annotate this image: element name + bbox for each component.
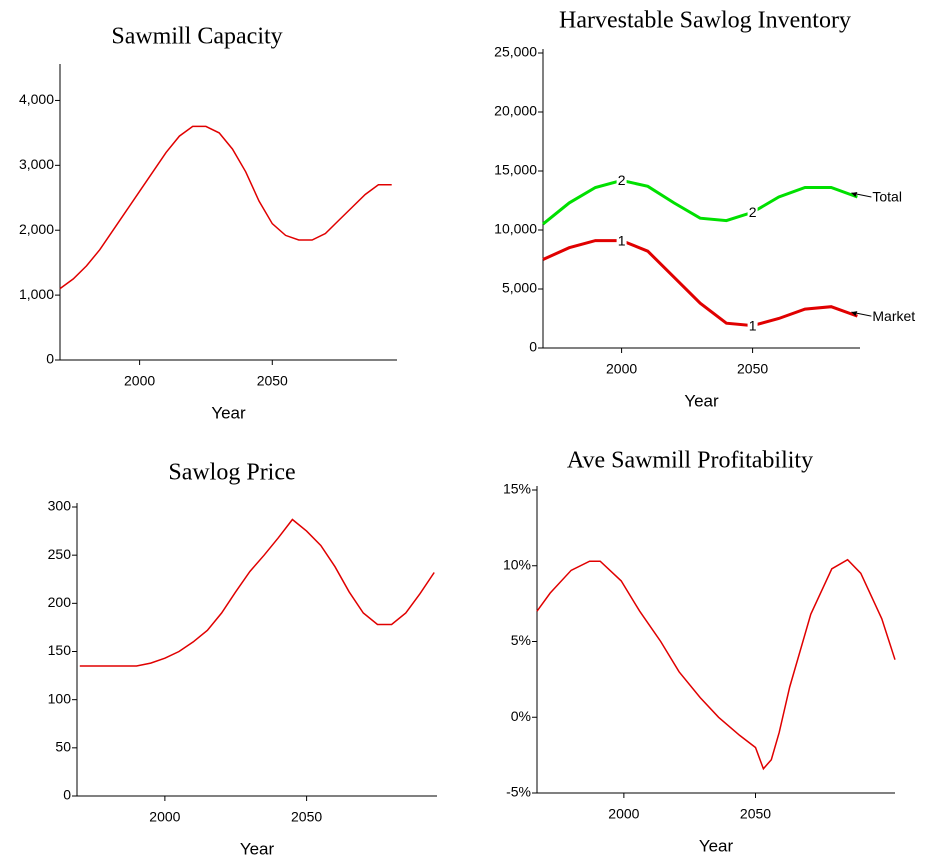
marker-bg [747, 204, 758, 221]
series-line [59, 125, 392, 290]
y-tick-label: 3,000 [19, 156, 54, 172]
y-tick-label: 5% [511, 632, 531, 648]
y-tick-label: 25,000 [494, 44, 537, 60]
x-axis-label: Year [684, 391, 719, 410]
y-tick-label: 0% [511, 708, 531, 724]
y-tick-label: 0 [46, 351, 54, 367]
y-tick-label: 0 [529, 339, 537, 355]
y-tick-label: 300 [48, 498, 72, 514]
arrow-head [851, 311, 858, 317]
x-tick-label: 2000 [149, 809, 180, 825]
arrow-head [851, 191, 858, 197]
y-tick-label: 15,000 [494, 162, 537, 178]
x-axis-label: Year [699, 836, 734, 855]
y-tick-label: 4,000 [19, 91, 54, 107]
series-name: Market [872, 308, 915, 324]
y-tick-label: 10% [503, 556, 531, 572]
chart-panel: Ave Sawmill Profitability -5% 0% 5% 10% 15% 20… [503, 448, 896, 855]
y-tick-label: 150 [48, 642, 72, 658]
y-tick-label: -5% [506, 784, 531, 800]
y-tick-label: 0 [63, 787, 71, 803]
x-tick-label: 2000 [606, 361, 637, 377]
y-tick-label: 20,000 [494, 103, 537, 119]
x-tick-label: 2050 [740, 806, 771, 822]
series-marker-label: 1 [749, 317, 757, 333]
marker-bg [747, 317, 758, 334]
chart-panel: Sawmill Capacity 0 1,000 2,000 3,000 4,000 200… [19, 24, 397, 422]
x-tick-label: 2050 [737, 361, 768, 377]
y-tick-label: 200 [48, 594, 72, 610]
chart-title: Ave Sawmill Profitability [567, 448, 813, 474]
chart-title: Sawlog Price [168, 460, 295, 486]
series-line [542, 178, 858, 226]
y-tick-label: 10,000 [494, 221, 537, 237]
x-axis-label: Year [240, 839, 275, 858]
x-tick-label: 2050 [257, 373, 288, 389]
series-name: Total [872, 189, 902, 205]
series-marker-label: 1 [618, 232, 626, 248]
x-tick-label: 2000 [608, 806, 639, 822]
chart-panel: Harvestable Sawlog Inventory 0 5,000 10,000… [494, 8, 915, 411]
chart-title: Sawmill Capacity [111, 24, 282, 50]
y-tick-label: 1,000 [19, 286, 54, 302]
y-tick-label: 15% [503, 481, 531, 497]
y-tick-label: 5,000 [502, 280, 537, 296]
marker-bg [616, 172, 627, 189]
series-line [79, 518, 435, 667]
y-tick-label: 2,000 [19, 221, 54, 237]
y-tick-label: 100 [48, 690, 72, 706]
y-tick-label: 50 [55, 739, 71, 755]
series-marker-label: 2 [749, 204, 757, 220]
x-tick-label: 2050 [291, 809, 322, 825]
marker-bg [616, 232, 627, 249]
series-marker-label: 2 [618, 172, 626, 188]
series-line [542, 239, 858, 328]
chart-title: Harvestable Sawlog Inventory [559, 8, 851, 34]
x-axis-label: Year [211, 403, 246, 422]
chart-panel: Sawlog Price 0 50 100 150 200 250 300 2000 2050 Ye… [48, 460, 437, 858]
y-tick-label: 250 [48, 546, 72, 562]
x-tick-label: 2000 [124, 373, 155, 389]
series-line [536, 558, 896, 771]
